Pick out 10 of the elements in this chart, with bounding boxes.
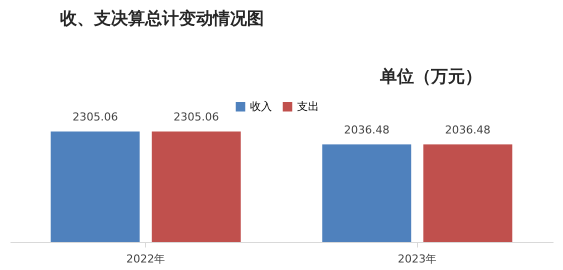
legend-label: 收入	[250, 100, 272, 113]
chart-title: 收、支决算总计变动情况图	[60, 9, 264, 29]
legend-label: 支出	[297, 100, 319, 113]
data-label: 2036.48	[445, 123, 491, 136]
data-label: 2036.48	[344, 123, 390, 136]
data-label: 2305.06	[72, 110, 118, 124]
x-tick-label: 2023年	[398, 252, 437, 266]
text: 单位（万元）	[379, 67, 482, 87]
data-label: 2305.06	[174, 110, 220, 124]
x-tick-label: 2022年	[126, 252, 166, 266]
